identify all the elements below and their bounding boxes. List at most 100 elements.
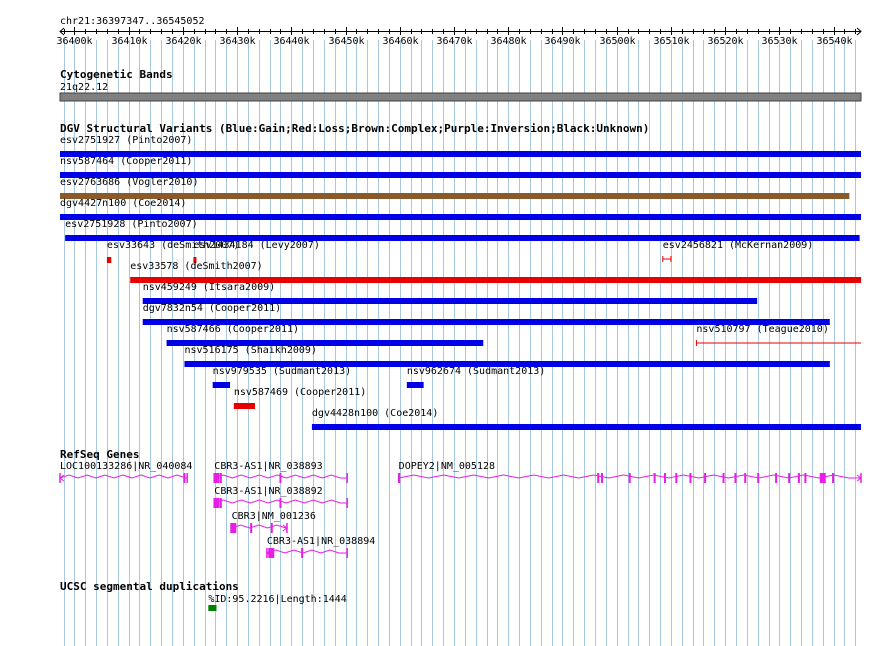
variant-bar bbox=[60, 151, 861, 157]
gene-exon bbox=[704, 473, 707, 483]
variant-feature[interactable]: esv33643 (deSmith2007) bbox=[106, 240, 239, 263]
segdup-feature[interactable]: %ID:95.2216|Length:1444 bbox=[208, 594, 347, 611]
variant-label: dgv4428n100 (Coe2014) bbox=[312, 408, 438, 419]
gene-intron-line bbox=[214, 499, 348, 504]
variant-feature[interactable]: esv2751928 (Pinto2007) bbox=[65, 219, 860, 241]
variant-bar bbox=[130, 277, 861, 283]
ruler-tick-label: 36480k bbox=[490, 36, 526, 47]
gene-feature[interactable]: CBR3-AS1|NR_038894 bbox=[266, 536, 375, 558]
cytoband-track-title: Cytogenetic Bands bbox=[60, 68, 173, 81]
gene-exon bbox=[744, 473, 747, 483]
gene-strand-arrow bbox=[213, 499, 219, 507]
variant-feature[interactable]: nsv962674 (Sudmant2013) bbox=[406, 366, 545, 388]
coordinate-ruler: chr21:36397347..36545052 36400k 36410k 364… bbox=[56, 16, 862, 47]
gene-exon bbox=[689, 473, 692, 483]
refseq-track-title: RefSeq Genes bbox=[60, 448, 139, 461]
variant-bar bbox=[60, 193, 850, 199]
gene-exon bbox=[213, 473, 220, 483]
segdup-label: %ID:95.2216|Length:1444 bbox=[208, 594, 346, 605]
variant-label: nsv587466 (Cooper2011) bbox=[167, 324, 299, 335]
variant-label: dgv7832n54 (Cooper2011) bbox=[143, 303, 281, 314]
region-label: chr21:36397347..36545052 bbox=[60, 16, 205, 27]
gene-feature[interactable]: CBR3-AS1|NR_038893 bbox=[213, 461, 348, 483]
gene-label: CBR3-AS1|NR_038894 bbox=[267, 536, 375, 547]
ruler-tick-label: 36500k bbox=[599, 36, 635, 47]
gene-feature[interactable]: DOPEY2|NM_005128 bbox=[397, 461, 862, 483]
variant-bar bbox=[233, 403, 255, 409]
variant-feature[interactable]: esv2763686 (Vogler2010) bbox=[60, 177, 850, 199]
gene-exon bbox=[653, 473, 656, 483]
gene-label: DOPEY2|NM_005128 bbox=[399, 461, 495, 472]
variant-feature[interactable]: esv33578 (deSmith2007) bbox=[130, 261, 861, 283]
gene-intron-line bbox=[266, 549, 348, 554]
variant-feature[interactable]: esv1434184 (Levy2007) bbox=[193, 240, 320, 263]
cytoband-bar bbox=[59, 92, 862, 102]
ruler-tick-label: 36520k bbox=[707, 36, 743, 47]
gene-exon bbox=[675, 473, 678, 483]
gene-strand-arrow bbox=[282, 524, 288, 532]
cytoband-label: 21q22.12 bbox=[60, 82, 108, 93]
gene-exon bbox=[270, 523, 273, 533]
variant-label: esv2751927 (Pinto2007) bbox=[60, 135, 192, 146]
variant-feature[interactable]: nsv510797 (Teague2010) bbox=[695, 324, 861, 346]
variant-label: nsv979535 (Sudmant2013) bbox=[213, 366, 351, 377]
gene-label: LOC100133286|NR_040084 bbox=[60, 461, 192, 472]
gene-exon bbox=[804, 473, 807, 483]
segmental-duplications-track: UCSC segmental duplications %ID:95.2216|… bbox=[60, 580, 347, 611]
gene-exon bbox=[734, 473, 737, 483]
variant-bar bbox=[166, 340, 484, 346]
gene-exon bbox=[230, 523, 237, 533]
variant-feature[interactable]: esv2456821 (McKernan2009) bbox=[662, 240, 814, 262]
variant-feature[interactable]: dgv7832n54 (Cooper2011) bbox=[142, 303, 830, 325]
variant-label: esv1434184 (Levy2007) bbox=[193, 240, 319, 251]
gene-exon bbox=[183, 473, 186, 483]
gene-strand-arrow bbox=[856, 474, 862, 482]
gene-label: CBR3|NM_001236 bbox=[232, 511, 316, 522]
variant-bar bbox=[106, 257, 112, 263]
ruler-left-arrow bbox=[59, 27, 65, 36]
variant-feature[interactable]: nsv979535 (Sudmant2013) bbox=[212, 366, 351, 388]
gene-feature[interactable]: CBR3-AS1|NR_038892 bbox=[213, 486, 348, 508]
ruler-tick-label: 36490k bbox=[544, 36, 580, 47]
ruler-tick-label: 36470k bbox=[436, 36, 472, 47]
variant-feature[interactable]: dgv4427n100 (Coe2014) bbox=[60, 198, 861, 220]
gene-feature[interactable]: CBR3|NM_001236 bbox=[230, 511, 316, 533]
gene-exon bbox=[832, 473, 835, 483]
gene-intron-line bbox=[214, 474, 348, 479]
ruler-tick-label: 36400k bbox=[56, 36, 92, 47]
variant-feature[interactable]: dgv4428n100 (Coe2014) bbox=[311, 408, 861, 430]
gene-feature[interactable]: LOC100133286|NR_040084 bbox=[59, 461, 192, 483]
variant-label: esv2456821 (McKernan2009) bbox=[663, 240, 814, 251]
dgv-track-title: DGV Structural Variants (Blue:Gain;Red:L… bbox=[60, 122, 649, 135]
gene-exon bbox=[722, 473, 725, 483]
variant-feature[interactable]: nsv587469 (Cooper2011) bbox=[233, 387, 366, 409]
gene-intron-line bbox=[398, 474, 861, 479]
gene-exon bbox=[601, 473, 604, 483]
variant-bar bbox=[406, 382, 424, 388]
ruler-tick-label: 36420k bbox=[165, 36, 201, 47]
variant-bar bbox=[60, 214, 861, 220]
gene-strand-arrow bbox=[59, 474, 65, 482]
gene-strand-arrow bbox=[213, 474, 219, 482]
variant-label: nsv516175 (Shaikh2009) bbox=[184, 345, 316, 356]
variant-bar bbox=[212, 382, 231, 388]
gene-intron-line bbox=[231, 524, 287, 529]
variant-feature[interactable]: nsv516175 (Shaikh2009) bbox=[184, 345, 830, 367]
variant-label: dgv4427n100 (Coe2014) bbox=[60, 198, 186, 209]
variant-bar bbox=[193, 257, 197, 263]
gene-exon bbox=[279, 473, 282, 483]
variant-feature[interactable]: nsv459249 (Itsara2009) bbox=[142, 282, 758, 304]
variant-feature[interactable]: esv2751927 (Pinto2007) bbox=[60, 135, 861, 157]
gene-exon bbox=[797, 473, 800, 483]
gene-strand-arrow bbox=[266, 549, 272, 557]
gene-label: CBR3-AS1|NR_038893 bbox=[214, 461, 322, 472]
variant-feature[interactable]: nsv587464 (Cooper2011) bbox=[60, 156, 861, 178]
variant-feature[interactable]: nsv587466 (Cooper2011) bbox=[166, 324, 484, 346]
gene-intron-line bbox=[59, 474, 188, 479]
segdup-track-title: UCSC segmental duplications bbox=[60, 580, 239, 593]
variant-bar bbox=[142, 319, 830, 325]
variant-label: nsv510797 (Teague2010) bbox=[696, 324, 828, 335]
gene-exon bbox=[663, 473, 666, 483]
variant-label: nsv587469 (Cooper2011) bbox=[234, 387, 366, 398]
gene-exon bbox=[775, 473, 778, 483]
